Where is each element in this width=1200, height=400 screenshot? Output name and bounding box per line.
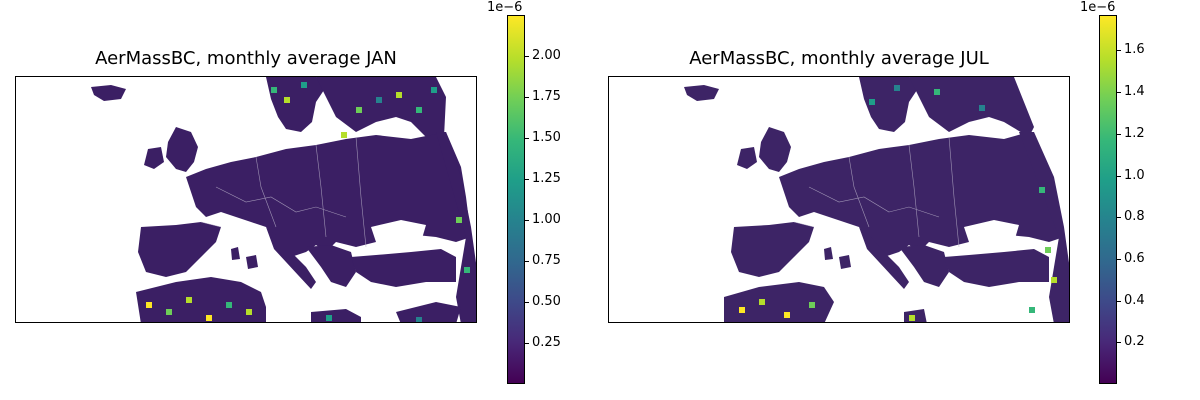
colorbar-tick-mark [1117,301,1121,302]
colorbar-tick-mark [525,56,529,57]
colorbar-tick-label: 0.75 [532,253,561,268]
colorbar-tick-mark [525,97,529,98]
high-value-cells [146,82,470,322]
colorbar-tick-label: 2.00 [532,48,561,63]
colorbar-tick-label: 0.50 [532,294,561,309]
europe-map-jan [91,77,476,322]
colorbar-tick-mark [525,179,529,180]
colorbar-tick-mark [525,261,529,262]
colorbar-tick-label: 1.2 [1124,126,1145,141]
colorbar-tick-label: 1.25 [532,171,561,186]
colorbar-exponent-jul: 1e−6 [1080,0,1116,15]
colorbar-tick-mark [1117,92,1121,93]
colorbar-tick-mark [1117,342,1121,343]
europe-map-jul [684,77,1069,322]
colorbar-exponent-jan: 1e−6 [487,0,523,15]
map-panel-jul [608,76,1070,323]
colorbar-jul [1099,15,1117,384]
colorbar-gradient-jul [1100,16,1116,383]
colorbar-tick-label: 0.6 [1124,251,1145,266]
map-title-jul: AerMassBC, monthly average JUL [689,48,989,69]
colorbar-tick-label: 0.2 [1124,334,1145,349]
colorbar-tick-label: 0.25 [532,335,561,350]
colorbar-tick-mark [525,302,529,303]
colorbar-tick-label: 0.4 [1124,293,1145,308]
map-panel-jan [15,76,477,323]
colorbar-tick-mark [525,138,529,139]
colorbar-jan [507,15,525,384]
colorbar-tick-mark [1117,176,1121,177]
colorbar-tick-mark [1117,259,1121,260]
colorbar-tick-label: 1.50 [532,130,561,145]
colorbar-tick-mark [1117,50,1121,51]
colorbar-tick-label: 1.75 [532,89,561,104]
colorbar-tick-label: 1.0 [1124,168,1145,183]
colorbar-tick-label: 0.8 [1124,209,1145,224]
colorbar-tick-mark [1117,134,1121,135]
colorbar-tick-mark [1117,217,1121,218]
colorbar-tick-mark [525,343,529,344]
colorbar-tick-mark [525,220,529,221]
colorbar-tick-label: 1.6 [1124,42,1145,57]
high-value-cells [739,85,1057,321]
colorbar-gradient-jan [508,16,524,383]
colorbar-tick-label: 1.00 [532,212,561,227]
map-title-jan: AerMassBC, monthly average JAN [95,48,397,69]
colorbar-tick-label: 1.4 [1124,84,1145,99]
